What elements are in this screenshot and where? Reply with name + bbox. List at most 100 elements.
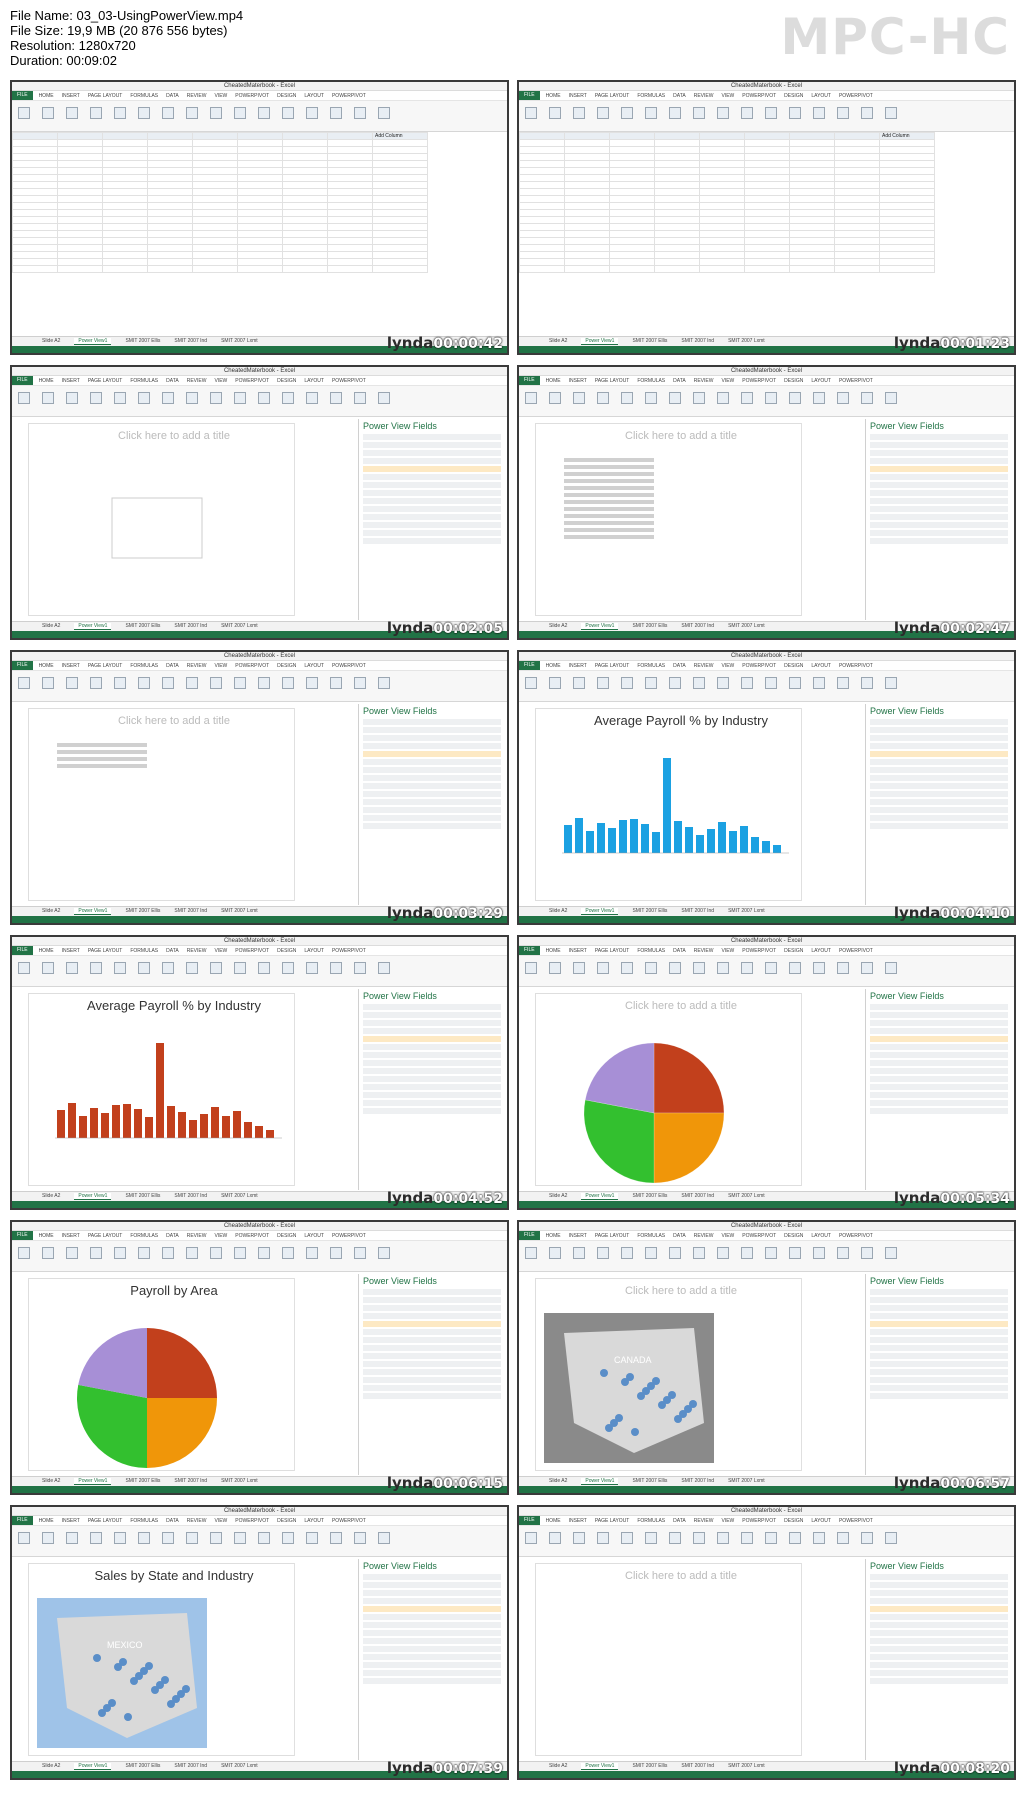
ribbon-tab[interactable]: DESIGN	[784, 1232, 804, 1239]
ribbon-button-icon[interactable]	[717, 1532, 729, 1544]
field-item[interactable]	[363, 1092, 501, 1098]
sheet-tab[interactable]: Power View1	[581, 623, 619, 630]
canvas-title-placeholder[interactable]: Click here to add a title	[625, 1570, 737, 1582]
field-item[interactable]	[870, 498, 1008, 504]
ribbon-tab[interactable]: DESIGN	[784, 1517, 804, 1524]
ribbon-tab[interactable]: DESIGN	[277, 1232, 297, 1239]
field-item[interactable]	[870, 1337, 1008, 1343]
field-list-pane[interactable]: Power View Fields	[358, 419, 505, 620]
field-list-pane[interactable]: Power View Fields	[358, 989, 505, 1190]
field-item[interactable]	[363, 522, 501, 528]
ribbon-button-icon[interactable]	[306, 677, 318, 689]
ribbon-button-icon[interactable]	[597, 962, 609, 974]
ribbon-button-icon[interactable]	[90, 392, 102, 404]
field-item[interactable]	[870, 1622, 1008, 1628]
field-item[interactable]	[363, 735, 501, 741]
ribbon-tab[interactable]: REVIEW	[693, 947, 714, 954]
field-item[interactable]	[363, 1582, 501, 1588]
ribbon-button-icon[interactable]	[306, 1532, 318, 1544]
sheet-tab[interactable]: SMIT 2007 Ind	[681, 623, 715, 629]
field-item[interactable]	[870, 791, 1008, 797]
ribbon-tab[interactable]: POWERPIVOT	[742, 662, 777, 669]
ribbon-button-icon[interactable]	[765, 392, 777, 404]
field-item[interactable]	[870, 783, 1008, 789]
power-view-canvas[interactable]: Click here to add a title	[535, 1563, 827, 1756]
ribbon-tab[interactable]: HOME	[38, 377, 54, 384]
ribbon-button-icon[interactable]	[258, 677, 270, 689]
sheet-tab[interactable]: SMIT 2007 Lxmt	[728, 1193, 765, 1199]
field-item[interactable]	[363, 514, 501, 520]
file-tab[interactable]: FILE	[12, 376, 33, 385]
field-item[interactable]	[363, 1321, 501, 1327]
ribbon-button-icon[interactable]	[885, 1247, 897, 1259]
field-list-pane[interactable]: Power View Fields	[865, 704, 1012, 905]
ribbon-tab[interactable]: LAYOUT	[304, 1232, 324, 1239]
ribbon-tab[interactable]: REVIEW	[693, 1232, 714, 1239]
file-tab[interactable]: FILE	[12, 91, 33, 100]
filters-pane[interactable]	[294, 423, 356, 616]
field-item[interactable]	[363, 767, 501, 773]
sheet-tab[interactable]: SMIT 2007 Ellis	[632, 623, 668, 629]
ribbon-button-icon[interactable]	[837, 962, 849, 974]
ribbon-button-icon[interactable]	[813, 107, 825, 119]
field-item[interactable]	[870, 1630, 1008, 1636]
ribbon-button-icon[interactable]	[789, 107, 801, 119]
ribbon-button-icon[interactable]	[306, 1247, 318, 1259]
sheet-tab[interactable]: SMIT 2007 Ellis	[125, 1478, 161, 1484]
field-item[interactable]	[363, 1313, 501, 1319]
ribbon-tab[interactable]: DATA	[166, 662, 179, 669]
ribbon-button-icon[interactable]	[258, 392, 270, 404]
ribbon-button-icon[interactable]	[693, 677, 705, 689]
ribbon-button-icon[interactable]	[42, 1247, 54, 1259]
ribbon-button-icon[interactable]	[525, 107, 537, 119]
sheet-tab[interactable]: SMIT 2007 Ellis	[632, 1478, 668, 1484]
ribbon-button-icon[interactable]	[234, 1532, 246, 1544]
power-view-canvas[interactable]: Payroll by Area	[28, 1278, 320, 1471]
ribbon-button-icon[interactable]	[138, 107, 150, 119]
ribbon-button-icon[interactable]	[741, 107, 753, 119]
filters-pane[interactable]	[294, 1278, 356, 1471]
ribbon-button-icon[interactable]	[789, 392, 801, 404]
ribbon-button-icon[interactable]	[645, 1247, 657, 1259]
ribbon-button-icon[interactable]	[306, 107, 318, 119]
ribbon-tab[interactable]: LAYOUT	[811, 92, 831, 99]
ribbon-tab[interactable]: POWERPIVOT	[235, 1232, 270, 1239]
field-item[interactable]	[870, 1052, 1008, 1058]
ribbon-button-icon[interactable]	[258, 1532, 270, 1544]
ribbon-tab[interactable]: VIEW	[214, 662, 228, 669]
ribbon-button-icon[interactable]	[861, 1532, 873, 1544]
ribbon-button-icon[interactable]	[549, 392, 561, 404]
ribbon-button-icon[interactable]	[861, 392, 873, 404]
field-item[interactable]	[363, 1574, 501, 1580]
field-item[interactable]	[363, 1638, 501, 1644]
field-list-pane[interactable]: Power View Fields	[358, 704, 505, 905]
field-item[interactable]	[363, 727, 501, 733]
sheet-tab[interactable]: SMIT 2007 Ellis	[125, 1763, 161, 1769]
ribbon-tab[interactable]: VIEW	[721, 1517, 735, 1524]
ribbon-button-icon[interactable]	[186, 1247, 198, 1259]
sheet-tab[interactable]: Slide A2	[549, 1763, 568, 1769]
ribbon-button-icon[interactable]	[90, 1532, 102, 1544]
ribbon-button-icon[interactable]	[354, 1532, 366, 1544]
field-item[interactable]	[870, 735, 1008, 741]
sheet-tab[interactable]: Slide A2	[42, 1763, 61, 1769]
ribbon-button-icon[interactable]	[573, 392, 585, 404]
sheet-tab[interactable]: SMIT 2007 Lxmt	[221, 1478, 258, 1484]
file-tab[interactable]: FILE	[519, 376, 540, 385]
ribbon-tab[interactable]: DESIGN	[277, 1517, 297, 1524]
ribbon-button-icon[interactable]	[114, 1247, 126, 1259]
field-item[interactable]	[363, 1028, 501, 1034]
ribbon-button-icon[interactable]	[282, 1247, 294, 1259]
ribbon-tab[interactable]: POWERPIVOT	[235, 662, 270, 669]
field-item[interactable]	[363, 530, 501, 536]
ribbon-button-icon[interactable]	[693, 1247, 705, 1259]
ribbon-tab[interactable]: VIEW	[721, 662, 735, 669]
field-item[interactable]	[870, 719, 1008, 725]
field-item[interactable]	[870, 775, 1008, 781]
ribbon-button-icon[interactable]	[162, 107, 174, 119]
ribbon-tab[interactable]: LAYOUT	[811, 662, 831, 669]
ribbon-button-icon[interactable]	[330, 107, 342, 119]
ribbon-button-icon[interactable]	[717, 107, 729, 119]
field-item[interactable]	[363, 775, 501, 781]
ribbon-button-icon[interactable]	[837, 1247, 849, 1259]
